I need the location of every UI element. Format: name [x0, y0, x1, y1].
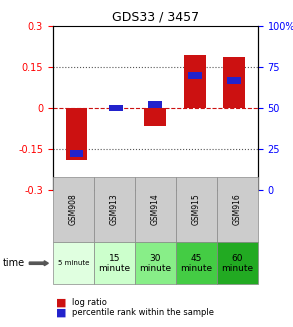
Bar [144, 108, 166, 126]
Text: GSM913: GSM913 [110, 193, 119, 225]
Bar [188, 72, 202, 78]
Text: GSM908: GSM908 [69, 193, 78, 225]
Bar [148, 101, 162, 108]
Bar [66, 108, 87, 160]
Bar [227, 77, 241, 83]
Bar [69, 150, 83, 157]
Text: 15
minute: 15 minute [98, 253, 130, 273]
Text: time: time [3, 258, 25, 268]
Text: GSM915: GSM915 [192, 193, 201, 225]
Text: percentile rank within the sample: percentile rank within the sample [72, 308, 214, 317]
Text: ■: ■ [56, 307, 66, 317]
Bar [223, 58, 245, 108]
Bar [184, 55, 206, 108]
Text: log ratio: log ratio [72, 298, 107, 307]
Text: 5 minute: 5 minute [57, 260, 89, 266]
Text: 30
minute: 30 minute [139, 253, 171, 273]
Text: GSM916: GSM916 [233, 193, 242, 225]
Text: GSM914: GSM914 [151, 193, 160, 225]
Text: ■: ■ [56, 298, 66, 307]
Title: GDS33 / 3457: GDS33 / 3457 [112, 10, 199, 24]
Text: 60
minute: 60 minute [221, 253, 253, 273]
Bar [109, 105, 123, 111]
Text: 45
minute: 45 minute [180, 253, 212, 273]
